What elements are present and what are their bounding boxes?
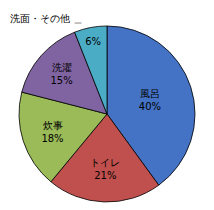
svg-text:洗面・その他 ＿: 洗面・その他 ＿ bbox=[10, 13, 83, 24]
svg-text:6%: 6% bbox=[85, 36, 101, 47]
svg-text:洗濯15%: 洗濯15% bbox=[50, 62, 72, 86]
svg-text:炊事18%: 炊事18% bbox=[41, 120, 63, 144]
svg-text:トイレ21%: トイレ21% bbox=[90, 157, 120, 181]
svg-text:風呂40%: 風呂40% bbox=[139, 88, 161, 112]
